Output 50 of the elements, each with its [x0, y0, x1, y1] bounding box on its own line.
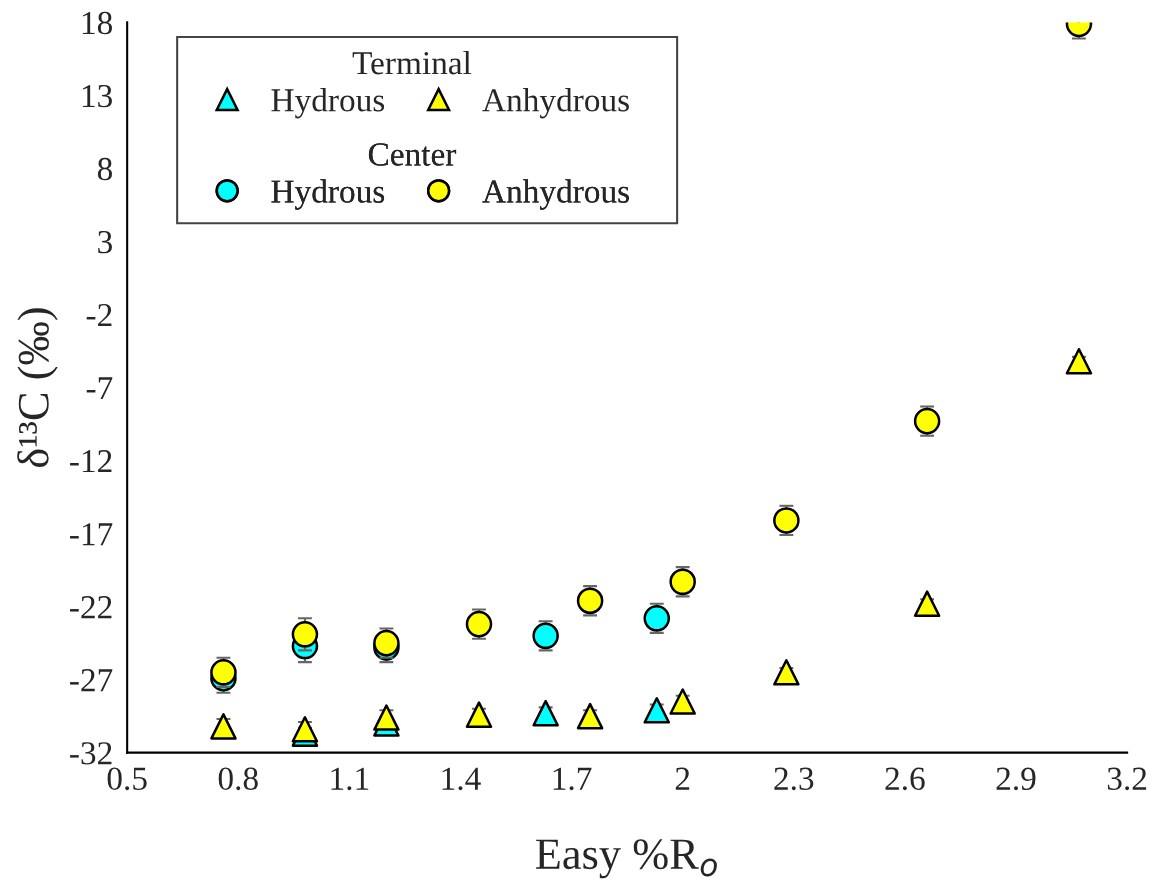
y-tick-label: -12 [70, 450, 112, 473]
point [465, 610, 493, 638]
y-axis-title: δ¹³C (‰) [17, 308, 58, 468]
y-tick-label: 8 [97, 157, 112, 181]
y-tick-label: -17 [70, 523, 113, 546]
point [773, 659, 800, 686]
legend-label: Hydrous [271, 179, 385, 210]
x-tick-label: 2.3 [774, 767, 814, 791]
point [669, 568, 696, 596]
point [291, 621, 319, 648]
point [669, 688, 696, 715]
point [913, 407, 941, 435]
legend-label: Anhydrous [482, 88, 629, 119]
point [1065, 347, 1093, 375]
x-axis-title: Easy %R$_{o}$ [535, 839, 717, 879]
text: Terminal [352, 50, 472, 75]
point [576, 587, 604, 615]
point [532, 622, 559, 650]
y-tick-label: -27 [70, 669, 113, 692]
point [373, 704, 400, 731]
x-tick-label: 2.9 [996, 767, 1036, 791]
text: Center [368, 143, 457, 166]
point [291, 715, 319, 743]
point [913, 590, 941, 617]
point [576, 702, 604, 730]
x-tick-label: 0.5 [107, 767, 147, 791]
point [643, 697, 671, 724]
point [532, 699, 559, 727]
point [643, 605, 671, 632]
x-tick-label: 3.2 [1107, 767, 1147, 791]
point [210, 659, 237, 686]
y-tick-label: -32 [70, 742, 112, 765]
legend-label: Hydrous [271, 88, 385, 119]
y-tick-label: 13 [82, 84, 112, 108]
x-tick-label: 0.8 [218, 767, 258, 791]
y-tick-label: 3 [98, 230, 112, 254]
x-tick-label: 1.7 [553, 767, 592, 791]
point [773, 507, 800, 534]
x-tick-label: 1.4 [442, 767, 481, 791]
point [465, 701, 493, 728]
y-tick-label: -2 [86, 303, 112, 327]
point [210, 713, 237, 740]
x-tick-label: 2 [675, 767, 690, 790]
x-tick-label: 1.1 [331, 767, 369, 791]
point [373, 629, 400, 657]
x-tick-label: 2.6 [885, 767, 925, 791]
y-tick-label: -7 [86, 377, 113, 400]
legend-label: Anhydrous [482, 179, 629, 210]
y-tick-label: 18 [82, 11, 112, 35]
y-tick-label: -22 [70, 596, 112, 619]
